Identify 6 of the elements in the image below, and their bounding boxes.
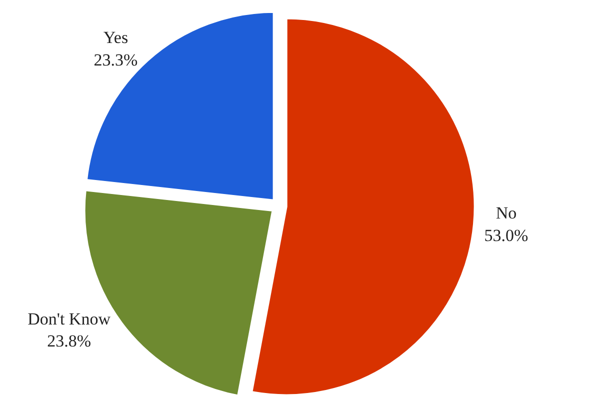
data-label: 53.0% [484, 226, 528, 245]
data-label: 23.3% [94, 50, 138, 70]
slice-label: No [496, 204, 517, 223]
data-label: 23.8% [47, 332, 92, 351]
slice-label: Don't Know [28, 310, 112, 329]
slice-label: Yes [103, 28, 128, 48]
